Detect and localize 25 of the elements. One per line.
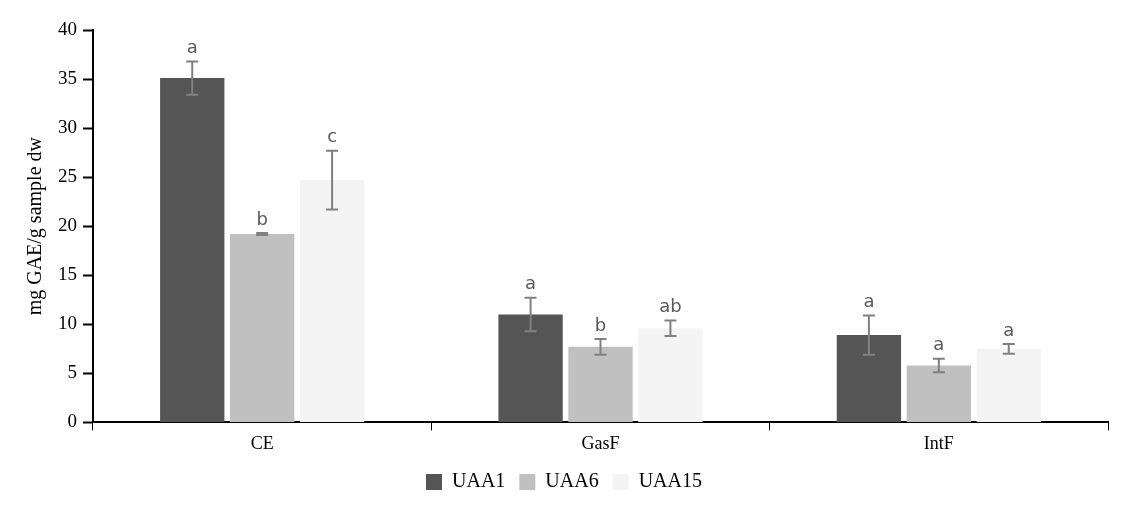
y-tick-label: 35 (58, 67, 77, 89)
y-tick-label: 15 (58, 263, 77, 285)
y-tick-label: 40 (58, 17, 77, 39)
x-tick-label: IntF (923, 432, 954, 453)
y-tick-label: 5 (67, 361, 77, 383)
data-label: a (863, 290, 875, 312)
y-tick-label: 25 (58, 165, 77, 187)
data-label: b (256, 207, 268, 229)
data-label: a (933, 333, 945, 355)
data-label: a (186, 36, 198, 58)
x-tick-label: CE (250, 432, 274, 453)
legend-label: UAA15 (638, 469, 703, 492)
data-label: ab (659, 295, 682, 317)
y-axis-title: mg GAE/g sample dw (23, 136, 47, 316)
legend-label: UAA1 (452, 469, 506, 492)
data-label: c (327, 125, 338, 147)
data-label: a (1003, 318, 1015, 340)
x-tick-label: GasF (581, 432, 620, 453)
legend-label: UAA6 (545, 469, 599, 492)
data-label: b (594, 313, 607, 335)
y-tick-label: 10 (58, 312, 77, 334)
y-tick-label: 0 (67, 410, 77, 432)
y-tick-label: 20 (58, 214, 77, 236)
y-tick-label: 30 (58, 116, 77, 138)
data-label: a (525, 272, 537, 294)
